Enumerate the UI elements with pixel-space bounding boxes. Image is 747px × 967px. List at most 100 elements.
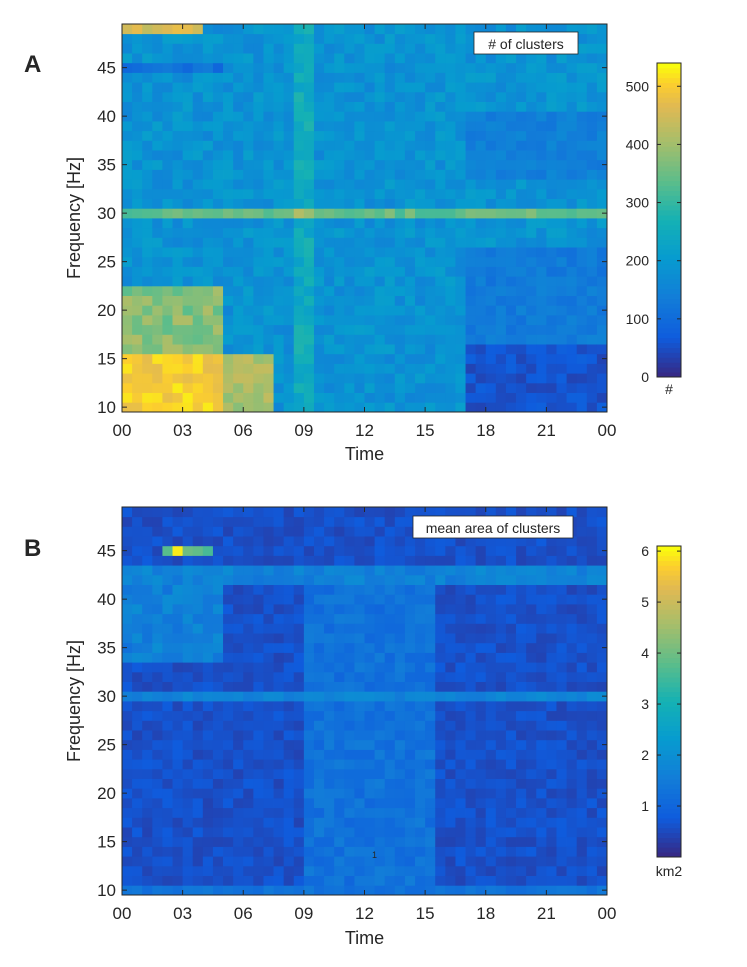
- heatmap-cell: [283, 798, 295, 809]
- heatmap-cell: [354, 536, 365, 547]
- heatmap-cell: [485, 324, 497, 335]
- heatmap-cell: [485, 565, 497, 576]
- heatmap-cell: [384, 24, 396, 35]
- heatmap-cell: [566, 807, 578, 818]
- heatmap-cell: [425, 856, 436, 867]
- heatmap-cell: [162, 363, 173, 374]
- heatmap-cell: [374, 555, 386, 566]
- heatmap-cell: [122, 516, 133, 527]
- heatmap-cell: [415, 701, 426, 712]
- heatmap-cell: [243, 798, 254, 809]
- colorbar-a-label: #: [665, 381, 673, 397]
- heatmap-cell: [516, 198, 527, 209]
- heatmap-cell: [505, 710, 517, 721]
- heatmap-cell: [425, 768, 436, 779]
- heatmap-cell: [495, 545, 507, 556]
- heatmap-cell: [182, 516, 194, 527]
- heatmap-cell: [344, 276, 355, 287]
- heatmap-cell: [475, 739, 487, 750]
- heatmap-cell: [465, 720, 477, 731]
- heatmap-cell: [273, 256, 285, 267]
- heatmap-cell: [455, 43, 466, 54]
- heatmap-cell: [293, 218, 305, 229]
- heatmap-cell: [465, 198, 477, 209]
- heatmap-cell: [455, 150, 466, 161]
- heatmap-cell: [536, 720, 547, 731]
- heatmap-cell: [415, 788, 426, 799]
- heatmap-cell: [283, 91, 295, 102]
- heatmap-cell: [283, 353, 295, 364]
- heatmap-cell: [526, 875, 537, 886]
- heatmap-cell: [253, 691, 264, 702]
- heatmap-cell: [516, 856, 527, 867]
- heatmap-cell: [556, 642, 567, 653]
- heatmap-cell: [556, 681, 567, 692]
- heatmap-cell: [223, 72, 234, 83]
- heatmap-cell: [364, 691, 375, 702]
- heatmap-cell: [253, 227, 264, 238]
- heatmap-cell: [516, 276, 527, 287]
- heatmap-cell: [293, 865, 305, 876]
- heatmap-cell: [202, 111, 214, 122]
- heatmap-cell: [132, 227, 143, 238]
- heatmap-cell: [596, 856, 608, 867]
- heatmap-cell: [546, 82, 557, 93]
- heatmap-cell: [283, 315, 295, 326]
- heatmap-cell: [435, 256, 446, 267]
- heatmap-cell: [303, 130, 315, 141]
- heatmap-cell: [263, 652, 274, 663]
- heatmap-cell: [435, 613, 446, 624]
- heatmap-cell: [253, 613, 264, 624]
- heatmap-cell: [132, 24, 143, 35]
- heatmap-cell: [596, 363, 608, 374]
- colorbar-swatch: [657, 550, 681, 557]
- heatmap-cell: [162, 710, 173, 721]
- heatmap-cell: [273, 788, 285, 799]
- heatmap-cell: [243, 62, 254, 73]
- heatmap-cell: [576, 526, 588, 537]
- heatmap-cell: [334, 91, 345, 102]
- heatmap-cell: [475, 353, 487, 364]
- heatmap-cell: [162, 91, 173, 102]
- heatmap-cell: [313, 324, 325, 335]
- heatmap-cell: [182, 169, 194, 180]
- heatmap-cell: [455, 768, 466, 779]
- heatmap-cell: [505, 827, 517, 838]
- heatmap-cell: [576, 169, 588, 180]
- heatmap-cell: [324, 72, 335, 83]
- heatmap-cell: [435, 788, 446, 799]
- heatmap-cell: [132, 121, 143, 132]
- heatmap-cell: [253, 536, 264, 547]
- heatmap-cell: [263, 817, 274, 828]
- heatmap-cell: [586, 101, 598, 112]
- heatmap-cell: [526, 574, 537, 585]
- heatmap-cell: [212, 334, 224, 345]
- heatmap-cell: [273, 652, 285, 663]
- heatmap-cell: [293, 807, 305, 818]
- heatmap-cell: [303, 749, 315, 760]
- heatmap-cell: [394, 798, 406, 809]
- heatmap-cell: [132, 82, 143, 93]
- heatmap-cell: [172, 526, 184, 537]
- heatmap-cell: [566, 856, 578, 867]
- heatmap-cell: [212, 188, 224, 199]
- heatmap-cell: [364, 788, 375, 799]
- heatmap-cell: [182, 285, 194, 296]
- heatmap-cell: [566, 749, 578, 760]
- heatmap-cell: [425, 798, 436, 809]
- heatmap-cell: [415, 652, 426, 663]
- heatmap-cell: [273, 218, 285, 229]
- heatmap-cell: [142, 623, 153, 634]
- heatmap-cell: [546, 652, 557, 663]
- heatmap-cell: [132, 295, 143, 306]
- heatmap-cell: [324, 633, 335, 644]
- heatmap-cell: [374, 237, 386, 248]
- heatmap-cell: [293, 836, 305, 847]
- heatmap-cell: [162, 130, 173, 141]
- heatmap-cell: [354, 652, 365, 663]
- heatmap-cell: [505, 652, 517, 663]
- colorbar-swatch: [657, 347, 681, 353]
- heatmap-cell: [202, 807, 214, 818]
- heatmap-cell: [263, 363, 274, 374]
- heatmap-cell: [556, 402, 567, 413]
